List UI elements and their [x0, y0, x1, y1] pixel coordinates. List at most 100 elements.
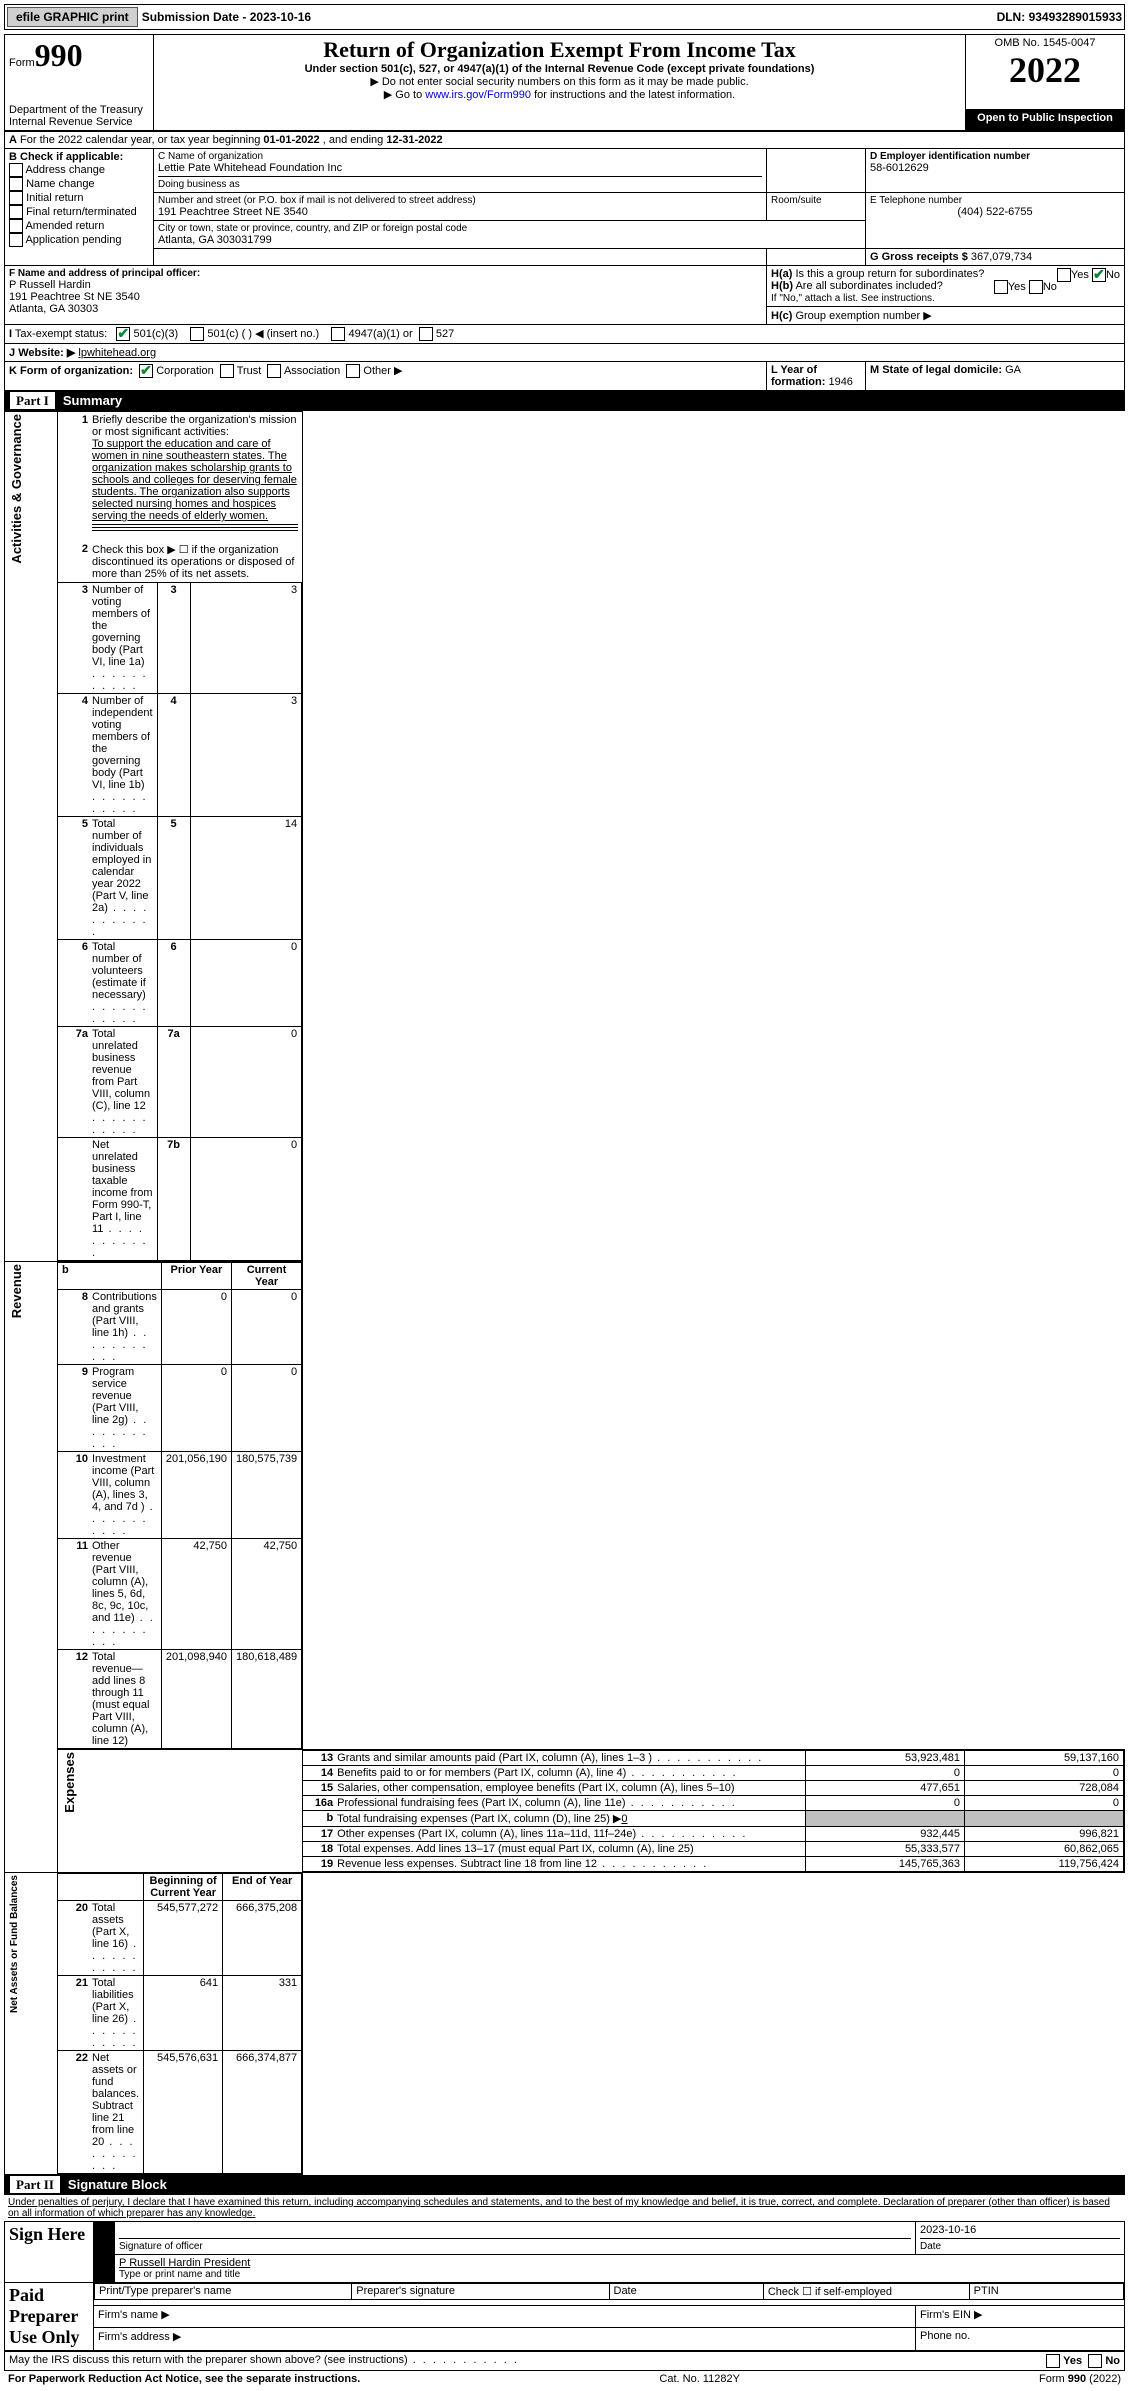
telephone: (404) 522-6755: [870, 206, 1120, 218]
year-formation: L Year of formation: 1946: [767, 362, 866, 391]
box-k-label: K Form of organization:: [9, 365, 133, 377]
p20: 545,577,272: [144, 1901, 223, 1976]
line-a: A For the 2022 calendar year, or tax yea…: [5, 132, 1125, 149]
box-d-label: D Employer identification number: [870, 151, 1120, 162]
firm-name-label: Firm's name ▶: [94, 2305, 916, 2328]
line1-label: Briefly describe the organization's miss…: [92, 414, 298, 438]
val4: 3: [190, 694, 302, 817]
prep-sig-label: Preparer's signature: [352, 2284, 609, 2300]
p21: 641: [144, 1976, 223, 2051]
firm-ein-label: Firm's EIN ▶: [916, 2305, 1125, 2328]
gross-receipts: G Gross receipts $ 367,079,734: [866, 249, 1125, 266]
val5: 14: [190, 817, 302, 940]
hb-no[interactable]: [1029, 280, 1043, 294]
chk-address-change[interactable]: Address change: [9, 163, 149, 177]
p8: 0: [161, 1290, 231, 1365]
dba-label: Doing business as: [158, 179, 762, 190]
chk-association[interactable]: [267, 364, 281, 378]
c10: 180,575,739: [232, 1452, 302, 1539]
prep-name-label: Print/Type preparer's name: [95, 2284, 352, 2300]
line21: Total liabilities (Part X, line 26): [92, 1977, 139, 2049]
line8: Contributions and grants (Part VIII, lin…: [92, 1291, 157, 1363]
street-address: 191 Peachtree Street NE 3540: [158, 206, 762, 218]
tax-exempt-label: Tax-exempt status:: [15, 328, 107, 340]
part1-table: Activities & Governance 1Briefly describ…: [4, 411, 1125, 2175]
discuss-question: May the IRS discuss this return with the…: [5, 2352, 1125, 2371]
c9: 0: [232, 1365, 302, 1452]
chk-application-pending[interactable]: Application pending: [9, 233, 149, 247]
chk-4947[interactable]: [331, 327, 345, 341]
discuss-yes[interactable]: [1046, 2354, 1060, 2368]
line12: Total revenue—add lines 8 through 11 (mu…: [92, 1651, 157, 1747]
c14: 0: [965, 1766, 1124, 1781]
chk-527[interactable]: [419, 327, 433, 341]
p19: 145,765,363: [806, 1857, 965, 1872]
ha-yes[interactable]: [1057, 268, 1071, 282]
entity-info-table: A For the 2022 calendar year, or tax yea…: [4, 131, 1125, 391]
hb-yes[interactable]: [994, 280, 1008, 294]
chk-final-return[interactable]: Final return/terminated: [9, 205, 149, 219]
room-suite-label: Room/suite: [771, 195, 861, 206]
val6: 0: [190, 940, 302, 1027]
org-name: Lettie Pate Whitehead Foundation Inc: [158, 162, 762, 174]
state-domicile: M State of legal domicile: GA: [866, 362, 1125, 391]
part2-header: Part IISignature Block: [4, 2175, 1125, 2195]
c21: 331: [223, 1976, 302, 2051]
open-to-public: Open to Public Inspection: [966, 109, 1125, 130]
c12: 180,618,489: [232, 1650, 302, 1749]
chk-501c[interactable]: [190, 327, 204, 341]
irs-label: Internal Revenue Service: [9, 116, 149, 128]
city-state-zip: Atlanta, GA 303031799: [158, 234, 861, 246]
val7b: 0: [190, 1138, 302, 1261]
val3: 3: [190, 583, 302, 694]
part1-header: Part ISummary: [4, 391, 1125, 411]
dln: DLN: 93493289015933: [997, 10, 1122, 24]
chk-trust[interactable]: [220, 364, 234, 378]
p18: 55,333,577: [806, 1842, 965, 1857]
chk-corporation[interactable]: [139, 364, 153, 378]
p11: 42,750: [161, 1539, 231, 1650]
form-number: 990: [35, 37, 83, 73]
box-c-label: C Name of organization: [158, 151, 762, 162]
vlabel-revenue: Revenue: [9, 1264, 24, 1318]
chk-501c3[interactable]: [116, 327, 130, 341]
line16b: Total fundraising expenses (Part IX, col…: [337, 1812, 801, 1825]
box-f-label: F Name and address of principal officer:: [9, 268, 762, 279]
efile-graphic-print-button[interactable]: efile GRAPHIC print: [7, 7, 138, 27]
discuss-no[interactable]: [1088, 2354, 1102, 2368]
c22: 666,374,877: [223, 2051, 302, 2174]
c17: 996,821: [965, 1827, 1124, 1842]
val7a: 0: [190, 1027, 302, 1138]
type-name-label: Type or print name and title: [119, 2269, 1120, 2280]
omb-number: OMB No. 1545-0047: [970, 37, 1120, 49]
firm-addr-label: Firm's address ▶: [94, 2328, 916, 2351]
box-b-label: B Check if applicable:: [9, 151, 149, 163]
current-year-header: Current Year: [232, 1263, 302, 1290]
c18: 60,862,065: [965, 1842, 1124, 1857]
perjury-declaration: Under penalties of perjury, I declare th…: [4, 2195, 1125, 2221]
form-subtitle: Under section 501(c), 527, or 4947(a)(1)…: [158, 63, 961, 75]
instruction-2: ▶ Go to www.irs.gov/Form990 for instruct…: [158, 88, 961, 101]
form-footer: Form 990 (2022): [1039, 2373, 1121, 2385]
c13: 59,137,160: [965, 1751, 1124, 1766]
irs-link[interactable]: www.irs.gov/Form990: [425, 89, 531, 101]
chk-amended-return[interactable]: Amended return: [9, 219, 149, 233]
mission-text: To support the education and care of wom…: [92, 438, 298, 522]
form-word: Form: [9, 57, 35, 69]
ha-no[interactable]: [1092, 268, 1106, 282]
prep-self-label: Check ☐ if self-employed: [763, 2284, 969, 2300]
box-e-label: E Telephone number: [870, 195, 1120, 206]
dept-treasury: Department of the Treasury: [9, 104, 149, 116]
form-title: Return of Organization Exempt From Incom…: [158, 37, 961, 63]
c19: 119,756,424: [965, 1857, 1124, 1872]
p12: 201,098,940: [161, 1650, 231, 1749]
line9: Program service revenue (Part VIII, line…: [92, 1366, 157, 1450]
chk-initial-return[interactable]: Initial return: [9, 191, 149, 205]
paid-preparer-label: Paid Preparer Use Only: [9, 2285, 89, 2348]
p9: 0: [161, 1365, 231, 1452]
vlabel-activities: Activities & Governance: [9, 414, 24, 564]
pra-notice: For Paperwork Reduction Act Notice, see …: [8, 2373, 360, 2385]
chk-other[interactable]: [346, 364, 360, 378]
chk-name-change[interactable]: Name change: [9, 177, 149, 191]
cat-no: Cat. No. 11282Y: [659, 2373, 740, 2385]
